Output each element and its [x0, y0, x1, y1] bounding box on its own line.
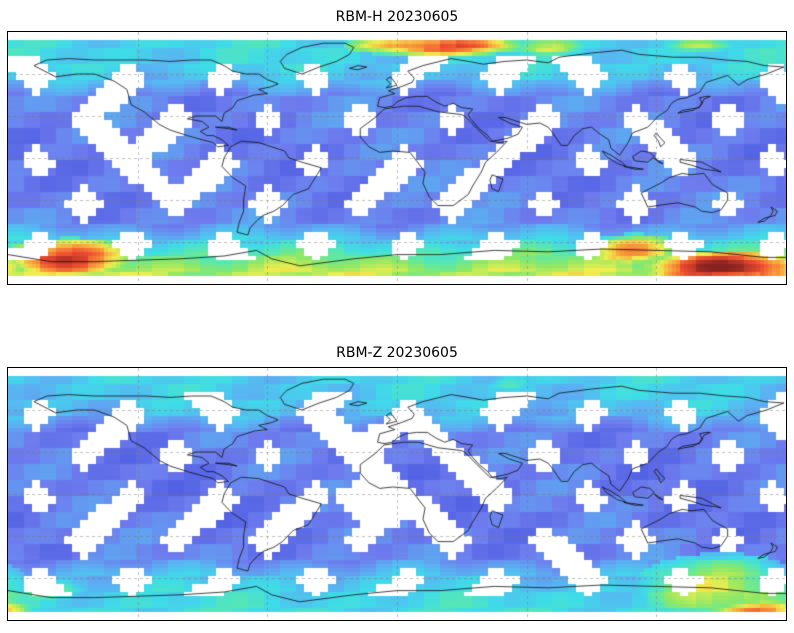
panel-rbm-h: RBM-H 20230605 [7, 0, 787, 285]
panel-title-rbm-h: RBM-H 20230605 [335, 9, 459, 25]
panel-rbm-z: RBM-Z 20230605 [7, 285, 787, 621]
panel-title-rbm-z: RBM-Z 20230605 [336, 345, 458, 361]
map-canvas-rbm-h [7, 31, 787, 285]
map-canvas-rbm-z [7, 367, 787, 621]
